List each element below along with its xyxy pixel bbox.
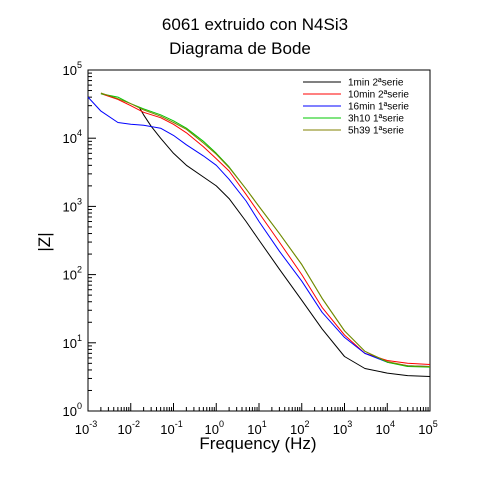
x-tick-label: 100 xyxy=(205,419,224,437)
chart-title-line-2: Diagrama de Bode xyxy=(169,39,311,58)
series-layer xyxy=(87,92,431,377)
x-tick-label: 10-1 xyxy=(160,419,182,437)
legend-label-5: 5h39 1ªserie xyxy=(348,126,404,137)
x-tick-label: 10-3 xyxy=(75,419,97,437)
series-line-5 xyxy=(100,92,431,367)
x-axis-title: Frequency (Hz) xyxy=(199,434,316,453)
series-line-3 xyxy=(87,96,431,367)
legend-label-1: 1min 2ªserie xyxy=(348,78,404,89)
chart-title-line-1: 6061 extruido con N4Si3 xyxy=(162,15,348,34)
y-tick-label: 101 xyxy=(63,333,82,351)
x-axis-ticks: 10-3 10-2 10-1 100 101 102 103 104 105 xyxy=(75,403,438,437)
y-tick-label: 105 xyxy=(63,60,82,78)
y-tick-label: 103 xyxy=(63,196,82,214)
x-tick-label: 101 xyxy=(247,419,266,437)
legend-label-2: 10min 2ªserie xyxy=(348,90,409,101)
y-axis-ticks: 100 101 102 103 104 105 xyxy=(63,60,96,419)
y-tick-label: 100 xyxy=(63,401,82,419)
series-line-1 xyxy=(139,107,431,377)
x-tick-label: 105 xyxy=(418,419,437,437)
x-tick-label: 104 xyxy=(376,419,395,437)
x-tick-label: 103 xyxy=(333,419,352,437)
legend-label-4: 3h10 1ªserie xyxy=(348,114,404,125)
legend-label-3: 16min 1ªserie xyxy=(348,102,409,113)
y-tick-label: 102 xyxy=(63,265,82,283)
x-tick-label: 10-2 xyxy=(118,419,140,437)
y-axis-title: |Z| xyxy=(35,232,54,251)
y-tick-label: 104 xyxy=(63,128,82,146)
x-tick-label: 102 xyxy=(290,419,309,437)
